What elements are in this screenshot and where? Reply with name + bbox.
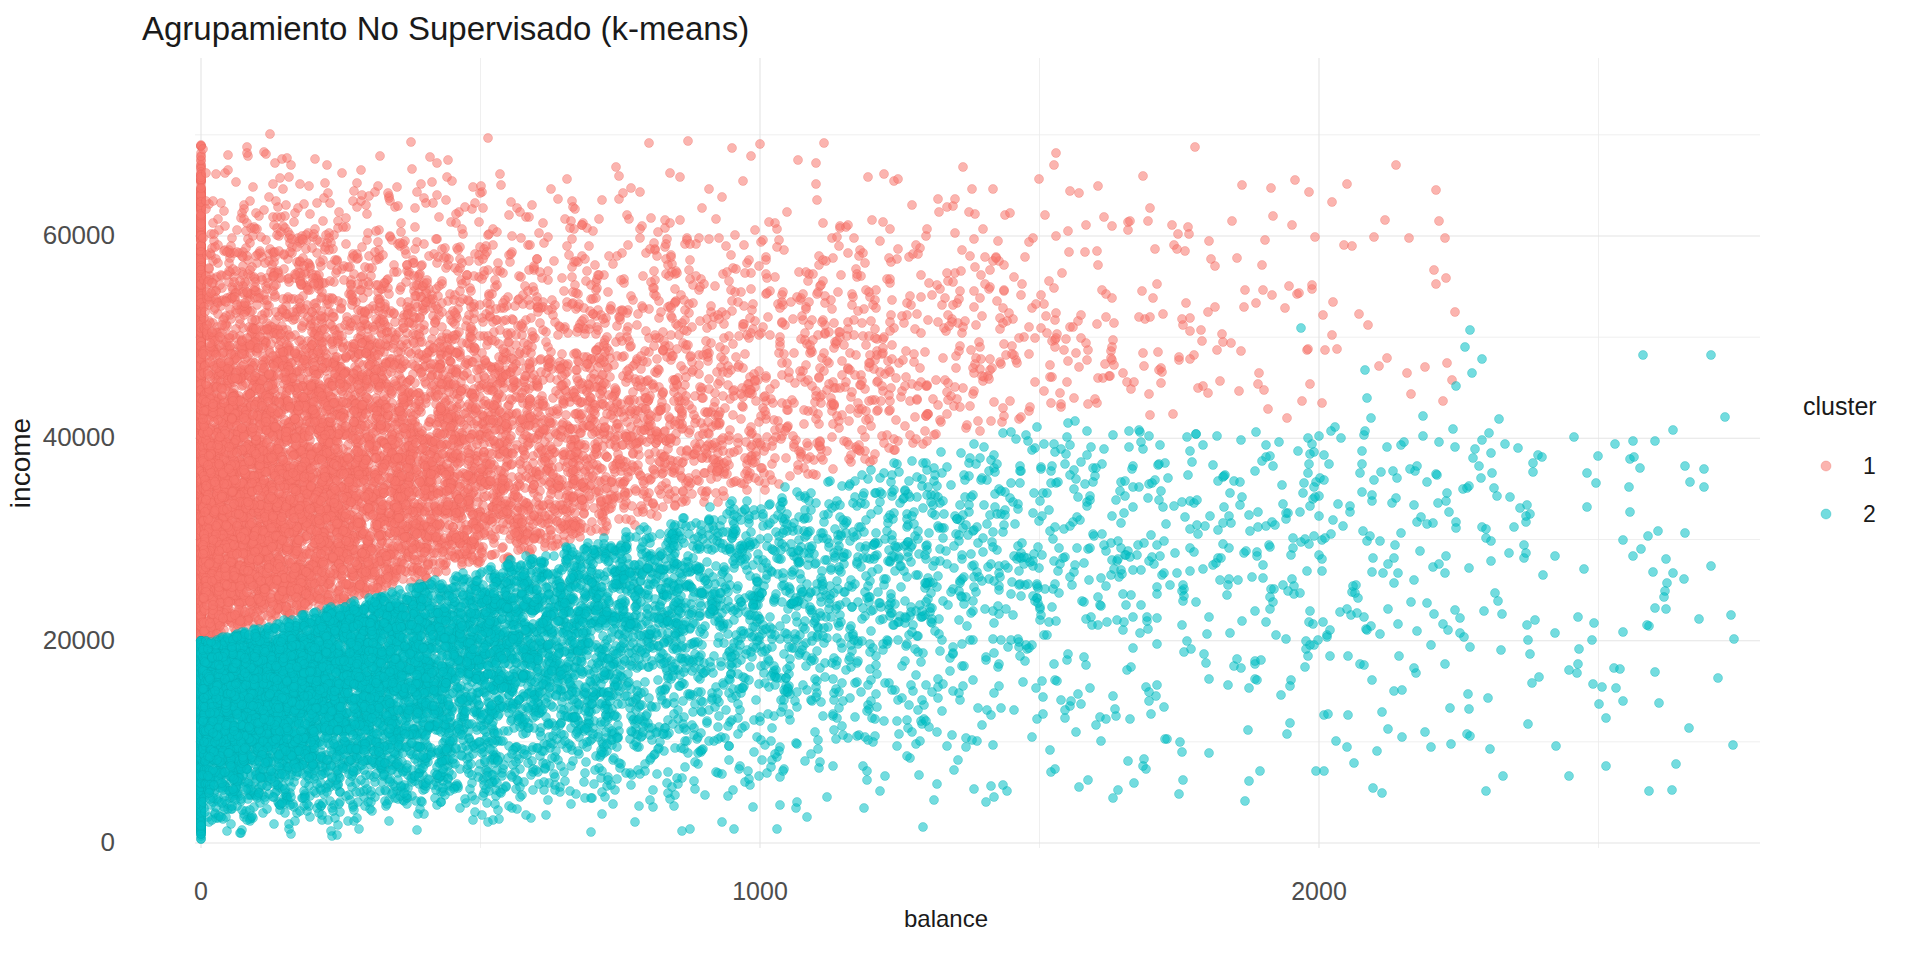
svg-text:balance: balance <box>904 905 988 932</box>
svg-text:20000: 20000 <box>43 625 115 655</box>
svg-text:1000: 1000 <box>732 877 788 905</box>
svg-text:1: 1 <box>1863 453 1876 479</box>
svg-text:2: 2 <box>1863 501 1876 527</box>
svg-text:income: income <box>5 418 36 508</box>
svg-text:cluster: cluster <box>1803 392 1877 420</box>
svg-text:0: 0 <box>101 827 115 857</box>
svg-text:0: 0 <box>194 877 208 905</box>
svg-text:60000: 60000 <box>43 220 115 250</box>
svg-text:40000: 40000 <box>43 422 115 452</box>
svg-text:2000: 2000 <box>1291 877 1347 905</box>
